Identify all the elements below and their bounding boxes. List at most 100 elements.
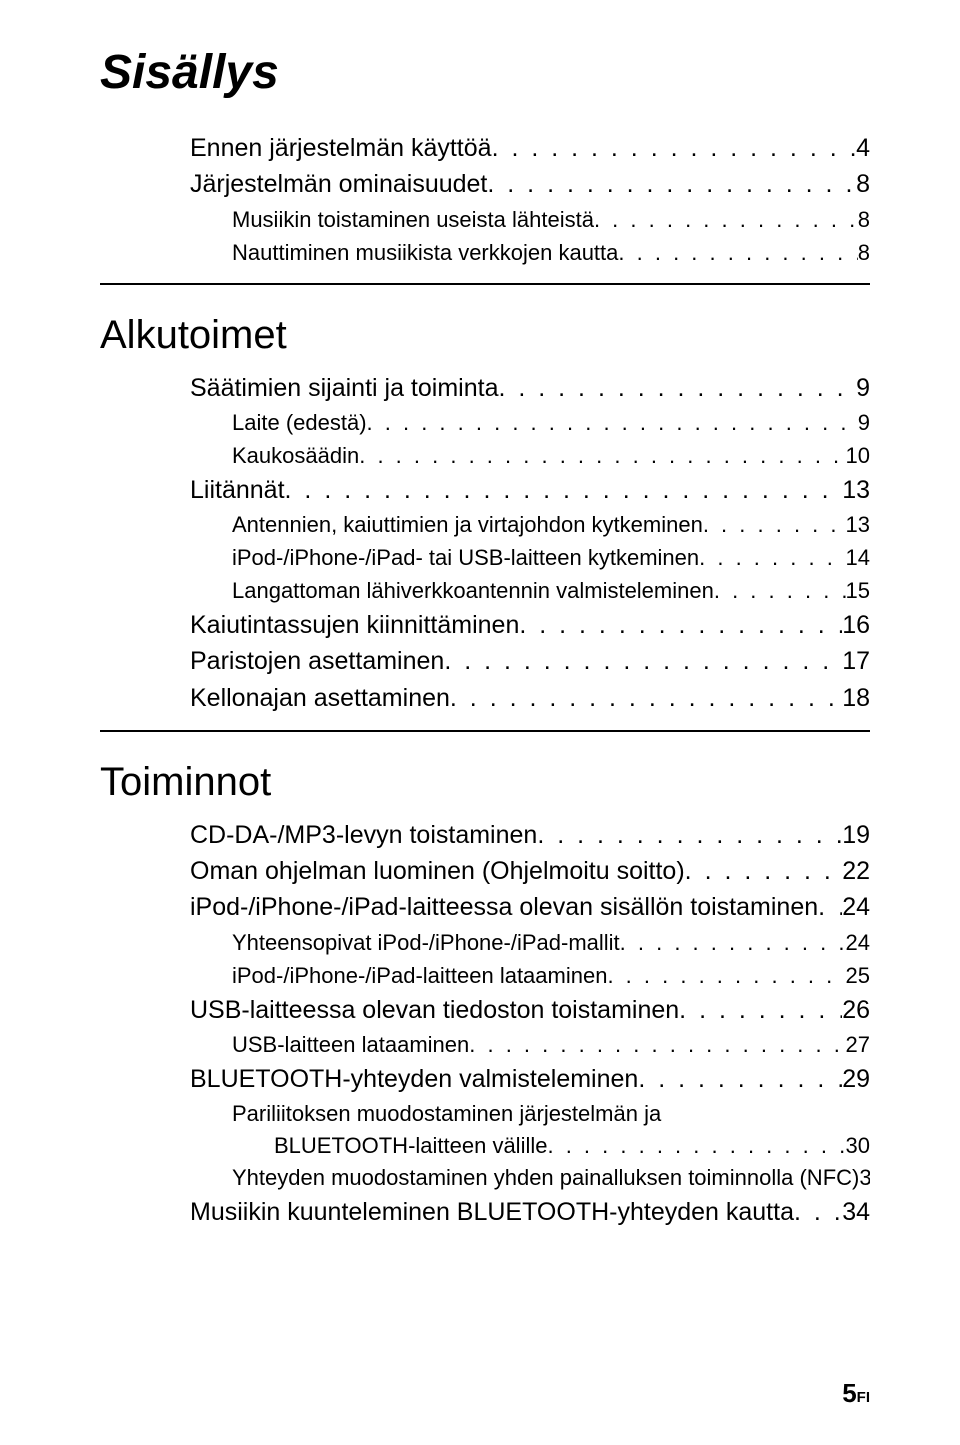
toc-leader-dots: . . . . . . . . . . . . . . . . . . . . … [818, 889, 842, 925]
toc-label: Langattoman lähiverkkoantennin valmistel… [232, 574, 714, 607]
toc-entry: CD-DA-/MP3-levyn toistaminen. . . . . . … [190, 817, 870, 853]
toc-leader-dots: . . . . . . . . . . . . . . . . . . . . … [594, 203, 858, 236]
toc-leader-dots: . . . . . . . . . . . . . . . . . . . . … [703, 508, 846, 541]
toc-entry: Langattoman lähiverkkoantennin valmistel… [190, 574, 870, 607]
toc-label: Paristojen asettaminen [190, 643, 444, 679]
toc-label: iPod-/iPhone-/iPad- tai USB-laitteen kyt… [232, 541, 699, 574]
toc-label: Yhteensopivat iPod-/iPhone-/iPad-mallit [232, 926, 620, 959]
toc-page-number: 24 [842, 889, 870, 925]
toc-entry: Kaiutintassujen kiinnittäminen. . . . . … [190, 607, 870, 643]
toc-entry: Paristojen asettaminen. . . . . . . . . … [190, 643, 870, 679]
toc-leader-dots: . . . . . . . . . . . . . . . . . . . . … [714, 574, 846, 607]
toc-page: Sisällys Ennen järjestelmän käyttöä. . .… [0, 0, 960, 1445]
toc-leader-dots: . . . . . . . . . . . . . . . . . . . . … [547, 1130, 845, 1161]
toc-leader-dots: . . . . . . . . . . . . . . . . . . . . … [618, 236, 857, 269]
toc-page-number: 19 [842, 817, 870, 853]
toc-page-number: 17 [842, 643, 870, 679]
section-heading: Alkutoimet [100, 313, 870, 358]
toc-label: Laite (edestä) [232, 406, 367, 439]
toc-page-number: 22 [842, 853, 870, 889]
toc-leader-dots: . . . . . . . . . . . . . . . . . . . . … [699, 541, 845, 574]
toc-label: Ennen järjestelmän käyttöä [190, 130, 492, 166]
toc-page-number: 26 [842, 992, 870, 1028]
toc-page-number: 13 [846, 508, 870, 541]
toc-label: Oman ohjelman luominen (Ohjelmoitu soitt… [190, 853, 685, 889]
toc-label: Musiikin toistaminen useista lähteistä [232, 203, 594, 236]
toc-label: USB-laitteessa olevan tiedoston toistami… [190, 992, 679, 1028]
toc-page-number: 30 [846, 1130, 870, 1161]
page-title: Sisällys [100, 45, 870, 100]
toc-page-number: 8 [858, 236, 870, 269]
toc-leader-dots: . . . . . . . . . . . . . . . . . . . . … [537, 817, 842, 853]
toc-entry: Ennen järjestelmän käyttöä. . . . . . . … [190, 130, 870, 166]
toc-block: CD-DA-/MP3-levyn toistaminen. . . . . . … [100, 817, 870, 1231]
toc-page-number: 25 [846, 959, 870, 992]
toc-leader-dots: . . . . . . . . . . . . . . . . . . . . … [638, 1061, 842, 1097]
toc-entry: Laite (edestä). . . . . . . . . . . . . … [190, 406, 870, 439]
toc-leader-dots: . . . . . . . . . . . . . . . . . . . . … [620, 926, 846, 959]
section-heading: Toiminnot [100, 760, 870, 805]
toc-label: USB-laitteen lataaminen [232, 1028, 469, 1061]
toc-entry: Pariliitoksen muodostaminen järjestelmän… [190, 1097, 870, 1130]
toc-entry: Musiikin toistaminen useista lähteistä. … [190, 203, 870, 236]
toc-entry: Yhteyden muodostaminen yhden painallukse… [190, 1161, 870, 1194]
toc-leader-dots: . . . . . . . . . . . . . . . . . . . . … [487, 166, 856, 202]
toc-label: Pariliitoksen muodostaminen järjestelmän… [232, 1097, 661, 1130]
toc-block: Ennen järjestelmän käyttöä. . . . . . . … [100, 130, 870, 269]
toc-page-number: 10 [846, 439, 870, 472]
toc-leader-dots: . . . . . . . . . . . . . . . . . . . . … [607, 959, 845, 992]
toc-label: Antennien, kaiuttimien ja virtajohdon ky… [232, 508, 703, 541]
toc-entry: Musiikin kuunteleminen BLUETOOTH-yhteyde… [190, 1194, 870, 1230]
toc-page-number: 4 [856, 130, 870, 166]
toc-entry: iPod-/iPhone-/iPad- tai USB-laitteen kyt… [190, 541, 870, 574]
toc-page-number: 16 [842, 607, 870, 643]
toc-label: BLUETOOTH-yhteyden valmisteleminen [190, 1061, 638, 1097]
toc-leader-dots: . . . . . . . . . . . . . . . . . . . . … [492, 130, 857, 166]
toc-page-number: 15 [846, 574, 870, 607]
toc-label: Musiikin kuunteleminen BLUETOOTH-yhteyde… [190, 1194, 794, 1230]
toc-entry: USB-laitteessa olevan tiedoston toistami… [190, 992, 870, 1028]
toc-leader-dots: . . . . . . . . . . . . . . . . . . . . … [367, 406, 858, 439]
toc-entry: Antennien, kaiuttimien ja virtajohdon ky… [190, 508, 870, 541]
toc-label: iPod-/iPhone-/iPad-laitteessa olevan sis… [190, 889, 818, 925]
toc-page-number: 14 [846, 541, 870, 574]
toc-page-number: 13 [842, 472, 870, 508]
toc-leader-dots: . . . . . . . . . . . . . . . . . . . . … [450, 680, 842, 716]
page-footer: 5FI [842, 1378, 870, 1409]
toc-page-number: 34 [842, 1194, 870, 1230]
toc-label: Kellonajan asettaminen [190, 680, 450, 716]
toc-leader-dots: . . . . . . . . . . . . . . . . . . . . … [469, 1028, 845, 1061]
toc-block: Säätimien sijainti ja toiminta. . . . . … [100, 370, 870, 716]
toc-label: Yhteyden muodostaminen yhden painallukse… [232, 1161, 859, 1194]
toc-page-number: 9 [858, 406, 870, 439]
toc-page-number: 8 [858, 203, 870, 236]
toc-label: Nauttiminen musiikista verkkojen kautta [232, 236, 618, 269]
toc-label: iPod-/iPhone-/iPad-laitteen lataaminen [232, 959, 607, 992]
toc-entry: Nauttiminen musiikista verkkojen kautta.… [190, 236, 870, 269]
toc-entry: Liitännät. . . . . . . . . . . . . . . .… [190, 472, 870, 508]
section-divider [100, 730, 870, 732]
toc-page-number: 29 [842, 1061, 870, 1097]
toc-leader-dots: . . . . . . . . . . . . . . . . . . . . … [794, 1194, 842, 1230]
toc-entry: Oman ohjelman luominen (Ohjelmoitu soitt… [190, 853, 870, 889]
toc-label: Kaukosäädin [232, 439, 359, 472]
toc-entry: BLUETOOTH-yhteyden valmisteleminen. . . … [190, 1061, 870, 1097]
toc-leader-dots: . . . . . . . . . . . . . . . . . . . . … [685, 853, 843, 889]
page-number: 5 [842, 1378, 856, 1408]
toc-leader-dots: . . . . . . . . . . . . . . . . . . . . … [519, 607, 842, 643]
toc-page-number: 18 [842, 680, 870, 716]
toc-leader-dots: . . . . . . . . . . . . . . . . . . . . … [444, 643, 842, 679]
page-lang: FI [857, 1389, 870, 1406]
toc-label: Säätimien sijainti ja toiminta [190, 370, 498, 406]
toc-page-number: 8 [856, 166, 870, 202]
toc-entry-continuation: BLUETOOTH-laitteen välille. . . . . . . … [190, 1130, 870, 1161]
toc-leader-dots: . . . . . . . . . . . . . . . . . . . . … [679, 992, 842, 1028]
section-divider [100, 283, 870, 285]
toc-leader-dots: . . . . . . . . . . . . . . . . . . . . … [359, 439, 845, 472]
toc-entry: Yhteensopivat iPod-/iPhone-/iPad-mallit.… [190, 926, 870, 959]
toc-entry: Kaukosäädin. . . . . . . . . . . . . . .… [190, 439, 870, 472]
toc-entry: Järjestelmän ominaisuudet. . . . . . . .… [190, 166, 870, 202]
toc-label: Järjestelmän ominaisuudet [190, 166, 487, 202]
toc-leader-dots: . . . . . . . . . . . . . . . . . . . . … [498, 370, 856, 406]
toc-label: Liitännät [190, 472, 285, 508]
